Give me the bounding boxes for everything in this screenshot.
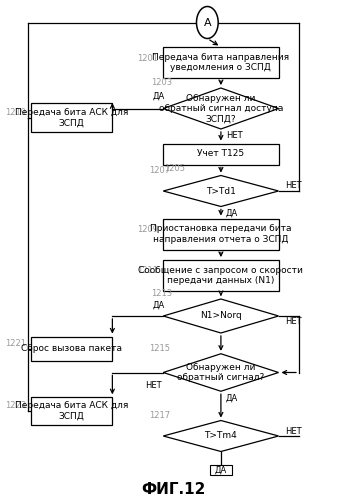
Text: T>Tm4: T>Tm4: [204, 432, 237, 440]
Text: T>Td1: T>Td1: [206, 186, 236, 196]
Text: ДА: ДА: [153, 300, 165, 310]
Text: Сброс вызова пакета: Сброс вызова пакета: [21, 344, 122, 353]
Text: 1217: 1217: [149, 411, 170, 420]
Text: ФИГ.12: ФИГ.12: [141, 482, 205, 496]
FancyBboxPatch shape: [163, 218, 279, 250]
Text: N1>Norq: N1>Norq: [200, 312, 242, 320]
Text: Передача бита АСК для
ЗСПД: Передача бита АСК для ЗСПД: [15, 108, 128, 127]
Text: 1215: 1215: [149, 344, 170, 353]
Text: НЕТ: НЕТ: [145, 380, 162, 390]
Polygon shape: [163, 176, 279, 206]
Polygon shape: [163, 420, 279, 452]
Text: 1205: 1205: [164, 164, 185, 173]
FancyBboxPatch shape: [210, 465, 232, 475]
Text: НЕТ: НЕТ: [226, 131, 243, 140]
FancyBboxPatch shape: [31, 336, 113, 360]
Text: 1207: 1207: [149, 166, 170, 175]
FancyBboxPatch shape: [163, 144, 279, 165]
Text: ДА: ДА: [226, 208, 238, 218]
Text: Передача бита АСК для
ЗСПД: Передача бита АСК для ЗСПД: [15, 402, 128, 420]
FancyBboxPatch shape: [31, 397, 113, 425]
Text: 1201: 1201: [137, 54, 158, 63]
Text: 1213: 1213: [151, 290, 172, 298]
Circle shape: [197, 6, 218, 38]
Text: Учет Т125: Учет Т125: [197, 150, 245, 158]
Text: НЕТ: НЕТ: [285, 316, 302, 326]
FancyBboxPatch shape: [31, 103, 113, 132]
Text: Передача бита направления
уведомления о ЗСПД: Передача бита направления уведомления о …: [152, 53, 289, 72]
Text: ДА: ДА: [215, 466, 227, 474]
Text: НЕТ: НЕТ: [285, 182, 302, 190]
Polygon shape: [163, 299, 279, 333]
Text: 1211: 1211: [137, 266, 158, 275]
FancyBboxPatch shape: [163, 47, 279, 78]
Text: 1209: 1209: [137, 224, 158, 234]
Polygon shape: [163, 88, 279, 129]
Text: 1223: 1223: [5, 400, 26, 409]
Text: Приостановка передачи бита
направления отчета о ЗСПД: Приостановка передачи бита направления о…: [150, 224, 292, 244]
Text: ДА: ДА: [153, 92, 165, 100]
Text: Обнаружен ли
обратный сигнал доступа
ЗСПД?: Обнаружен ли обратный сигнал доступа ЗСП…: [159, 94, 283, 124]
Text: 1221: 1221: [5, 339, 26, 348]
Polygon shape: [163, 354, 279, 391]
Text: Обнаружен ли
обратный сигнал?: Обнаружен ли обратный сигнал?: [177, 363, 264, 382]
Text: 1203: 1203: [151, 78, 172, 88]
Text: ДА: ДА: [226, 394, 238, 403]
Text: Сообщение с запросом о скорости
передачи данных (N1): Сообщение с запросом о скорости передачи…: [139, 266, 303, 285]
FancyBboxPatch shape: [163, 260, 279, 291]
Text: 1219: 1219: [5, 108, 26, 117]
Text: А: А: [203, 18, 211, 28]
Text: НЕТ: НЕТ: [285, 426, 302, 436]
